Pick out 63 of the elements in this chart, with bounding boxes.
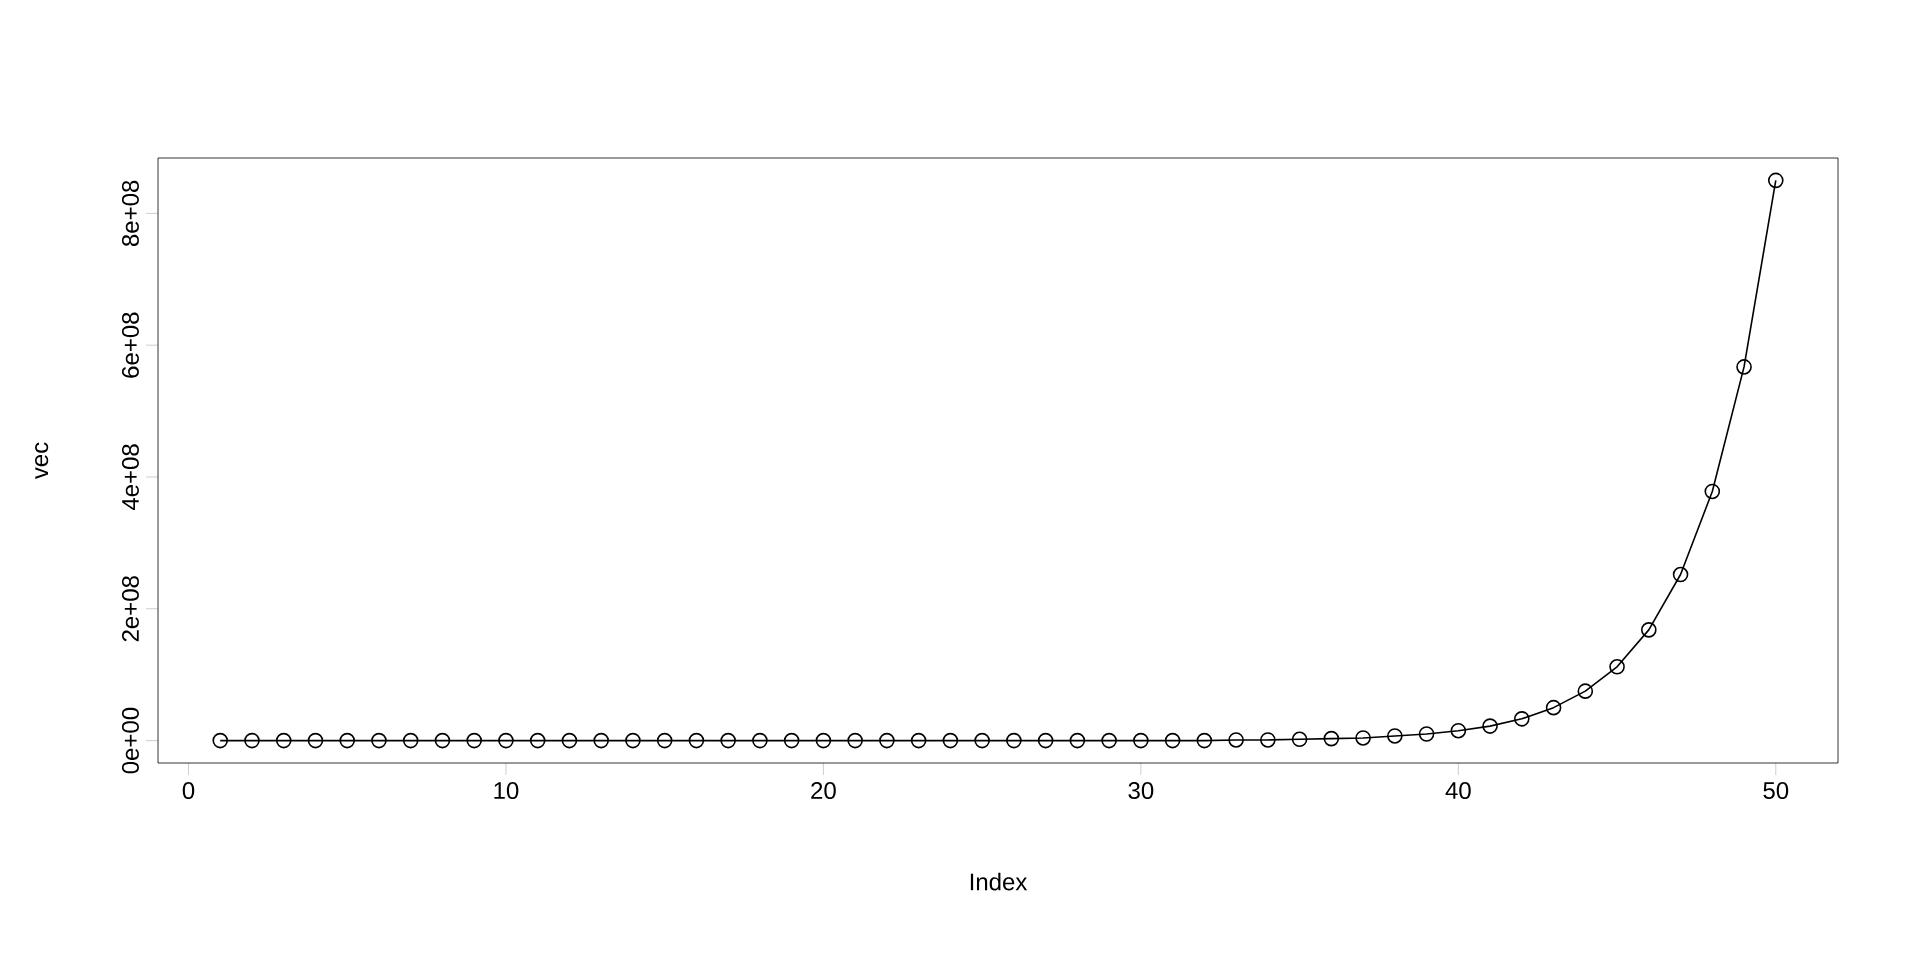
point: [783, 732, 800, 749]
point: [1006, 732, 1022, 749]
point: [720, 732, 736, 749]
point: [529, 732, 546, 749]
point: [1228, 732, 1244, 748]
point: [212, 732, 229, 749]
point: [1767, 172, 1784, 189]
y-tick-label: 6e+08: [121, 312, 139, 378]
point: [1641, 622, 1657, 638]
point: [1355, 730, 1371, 746]
point: [307, 732, 324, 749]
x-axis-title: Index: [970, 872, 1028, 891]
point: [910, 732, 927, 749]
x-tick-label: 40: [1445, 782, 1471, 800]
x-tick-label: 0: [182, 782, 195, 800]
point: [1101, 732, 1117, 749]
point: [1545, 699, 1562, 716]
point: [498, 732, 514, 749]
point: [1069, 732, 1086, 749]
y-tick-label: 8e+08: [121, 180, 139, 247]
point: [1387, 728, 1403, 744]
point: [466, 732, 482, 749]
point: [434, 732, 451, 749]
point: [1736, 359, 1752, 375]
point: [1577, 683, 1594, 699]
y-tick-label: 4e+08: [121, 444, 139, 511]
point: [339, 732, 356, 749]
point: [1323, 730, 1340, 747]
point: [1482, 718, 1498, 734]
point: [1704, 483, 1721, 500]
point: [1260, 732, 1276, 748]
point: [371, 732, 387, 749]
x-tick-label: 20: [811, 782, 836, 800]
y-tick-label: 2e+08: [121, 576, 139, 642]
point: [1450, 722, 1467, 739]
y-axis-title: vec: [35, 442, 49, 480]
point: [656, 732, 673, 749]
point: [1418, 726, 1435, 742]
point: [815, 732, 832, 749]
point: [1196, 732, 1213, 749]
point: [402, 732, 419, 749]
point: [1672, 566, 1689, 583]
point: [1037, 732, 1054, 749]
point: [752, 732, 768, 749]
point: [688, 732, 705, 749]
x-tick-label: 50: [1763, 782, 1789, 800]
point: [1514, 711, 1530, 727]
point: [942, 732, 959, 749]
point: [625, 732, 641, 749]
point: [1609, 658, 1625, 675]
point: [847, 732, 863, 749]
x-tick-label: 30: [1128, 782, 1154, 800]
point: [275, 732, 292, 749]
point: [974, 732, 990, 749]
point: [1164, 732, 1181, 749]
point: [593, 732, 609, 749]
point: [244, 732, 260, 749]
point: [1291, 731, 1308, 748]
y-tick-label: 0e+00: [121, 707, 139, 774]
point: [561, 732, 578, 749]
x-tick-label: 10: [494, 782, 519, 800]
point: [1133, 732, 1149, 749]
point: [879, 732, 895, 749]
